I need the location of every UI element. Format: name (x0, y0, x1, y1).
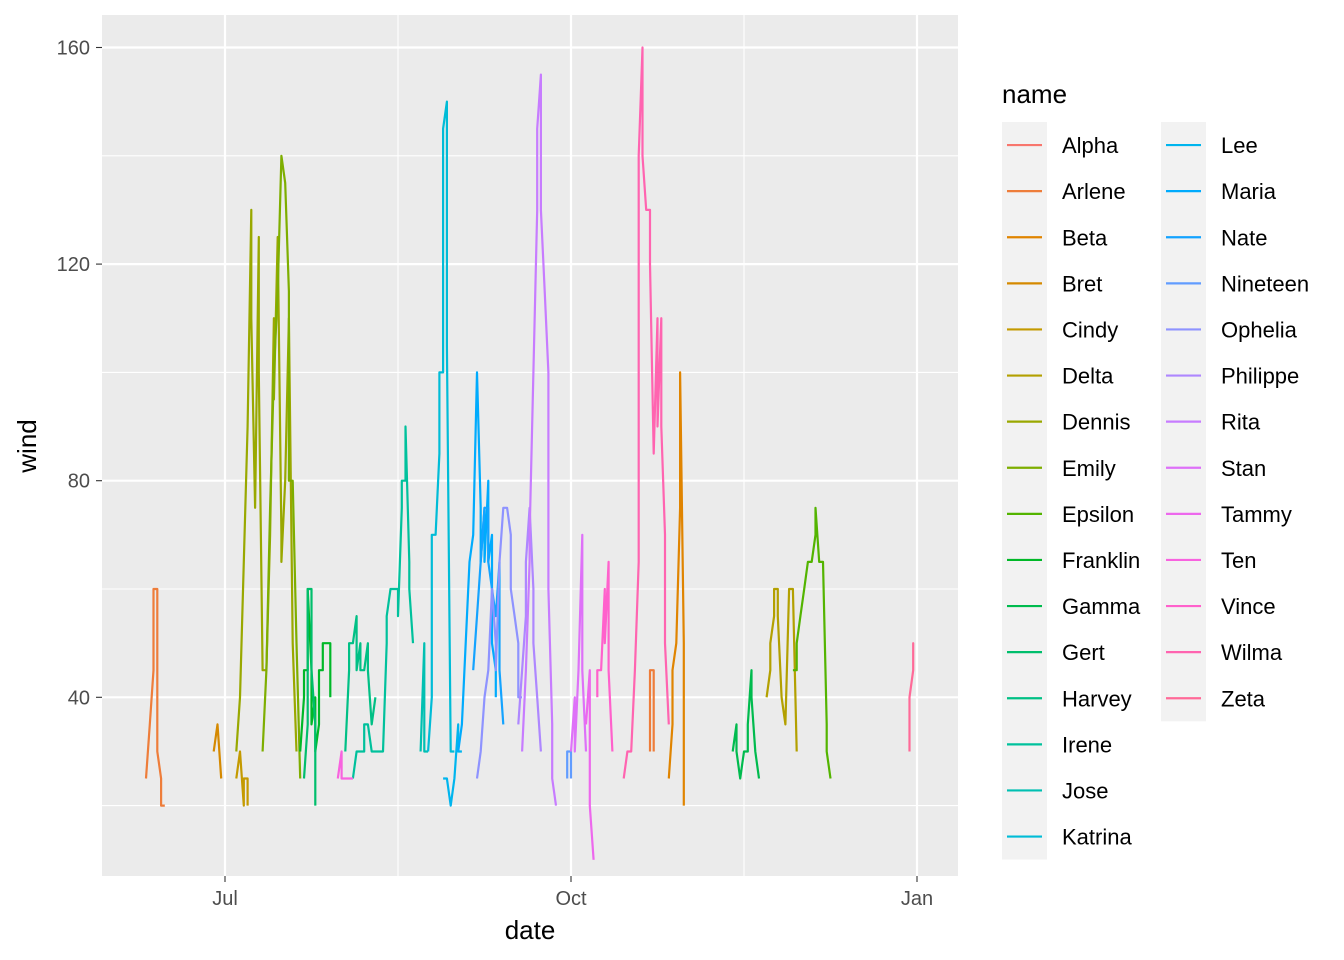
series-line-tammy (584, 669, 595, 860)
legend-label: Gert (1062, 640, 1105, 665)
series-line-rita (521, 73, 558, 806)
legend-label: Nineteen (1221, 271, 1309, 296)
series-line-vince (596, 560, 614, 752)
legend-label: Delta (1062, 364, 1114, 389)
legend-label: Gamma (1062, 594, 1141, 619)
series-line-jose (419, 642, 429, 753)
legend-label: Dennis (1062, 410, 1130, 435)
legend-title: name (1002, 79, 1067, 109)
series-line-ten (336, 750, 353, 780)
legend-label: Emily (1062, 456, 1116, 481)
y-tick-label: 40 (68, 687, 90, 709)
legend-label: Vince (1221, 594, 1276, 619)
series-line-wilma (622, 46, 670, 779)
series-line-katrina (427, 100, 455, 753)
x-axis-title: date (505, 915, 556, 945)
series-lines (144, 46, 915, 860)
x-tick-label: Oct (555, 888, 587, 910)
legend-label: Maria (1221, 179, 1277, 204)
legend-label: Bret (1062, 271, 1102, 296)
series-line-nineteen (566, 750, 573, 779)
series-line-harvey (344, 615, 377, 752)
series-line-stan (569, 533, 588, 753)
legend-label: Lee (1221, 133, 1258, 158)
series-line-gamma (731, 669, 761, 780)
legend-label: Cindy (1062, 317, 1118, 342)
legend-label: Franklin (1062, 548, 1140, 573)
series-line-epsilon (792, 506, 832, 779)
legend-label: Zeta (1221, 686, 1266, 711)
series-line-irene (351, 425, 415, 779)
x-axis: Jul Oct Jan (212, 876, 933, 910)
y-tick-label: 120 (57, 254, 90, 276)
legend-label: Harvey (1062, 686, 1132, 711)
x-tick-label: Jan (901, 888, 933, 910)
y-axis-title: wind (12, 419, 42, 473)
legend-label: Stan (1221, 456, 1266, 481)
panel-background (102, 15, 958, 876)
legend-label: Jose (1062, 778, 1108, 803)
legend-label: Nate (1221, 225, 1267, 250)
series-line-zeta (908, 642, 915, 752)
series-line-delta (765, 587, 798, 752)
legend: Alpha Arlene Beta Bret Cindy Delta Dennis Emily… (1002, 122, 1309, 860)
y-tick-label: 160 (57, 37, 90, 59)
series-line-extra (648, 669, 655, 752)
legend-label: Epsilon (1062, 502, 1134, 527)
series-line-arlene (144, 587, 165, 807)
series-line-nate (472, 506, 505, 725)
series-line-emily (261, 154, 302, 779)
series-line-gert (302, 587, 317, 806)
legend-label: Irene (1062, 732, 1112, 757)
legend-label: Ten (1221, 548, 1256, 573)
grid-major (102, 15, 958, 876)
y-axis: 40 80 120 160 (57, 37, 102, 709)
series-line-beta (667, 371, 685, 806)
legend-key-background (1002, 122, 1047, 860)
series-line-ophelia (475, 506, 523, 779)
legend-label: Wilma (1221, 640, 1283, 665)
legend-label: Arlene (1062, 179, 1126, 204)
series-line-cindy (235, 750, 249, 807)
x-tick-label: Jul (212, 888, 238, 910)
legend-label: Philippe (1221, 364, 1299, 389)
legend-label: Ophelia (1221, 317, 1298, 342)
y-tick-label: 80 (68, 471, 90, 493)
legend-label: Katrina (1062, 825, 1132, 850)
legend-label: Alpha (1062, 133, 1119, 158)
legend-label: Rita (1221, 410, 1261, 435)
series-line-bret (212, 723, 223, 779)
legend-label: Tammy (1221, 502, 1292, 527)
legend-label: Beta (1062, 225, 1108, 250)
